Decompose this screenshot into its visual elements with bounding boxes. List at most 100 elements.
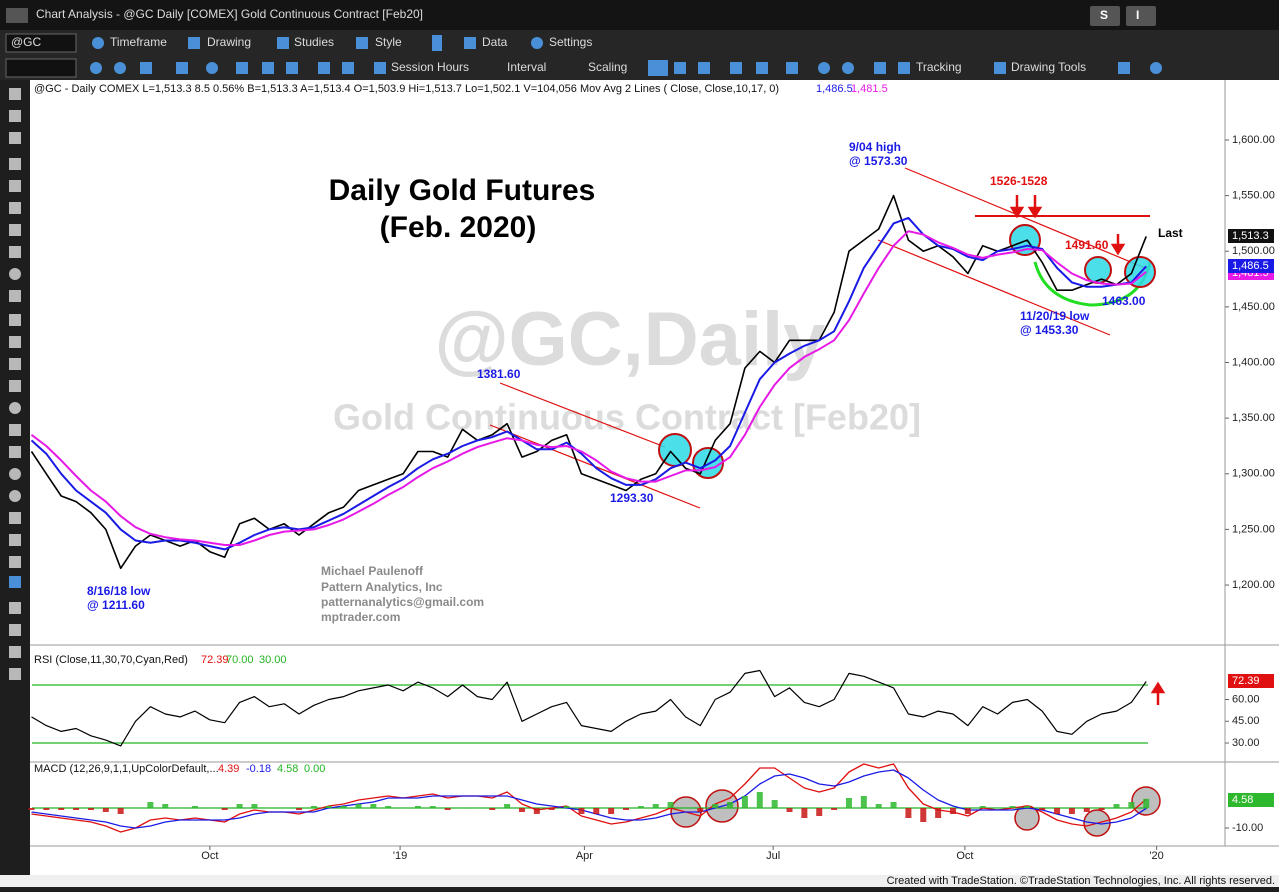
histogram-bar [623,808,630,810]
y-tick-label: 1,300.00 [1232,468,1275,480]
histogram-bar [58,808,65,810]
histogram-bar [73,808,80,810]
histogram-bar [518,808,525,812]
histogram-bar [444,808,451,810]
annotation: Last [1158,226,1183,240]
y-tick-label: 1,250.00 [1232,523,1275,535]
price-tag [1228,229,1274,243]
histogram-bar [816,808,823,816]
histogram-bar [177,808,184,809]
histogram-bar [1143,798,1150,808]
menu-interval[interactable]: Interval [507,60,546,74]
status-ma-slow: 1,481.5 [851,83,888,95]
histogram-bar [340,806,347,808]
y-tick-label: 1,400.00 [1232,356,1275,368]
menu-tracking[interactable]: Tracking [916,60,962,74]
arrows [1009,195,1166,705]
watermark-name: Gold Continuous Contract [Feb20] [333,397,921,438]
menu-studies[interactable]: Studies [294,35,334,49]
histogram-bar [1098,808,1105,810]
rsi-label: RSI (Close,11,30,70,Cyan,Red) [34,654,188,666]
y-tick-label: 45.00 [1232,715,1260,727]
watermark-symbol: @GC,Daily [435,297,826,382]
s-button-label[interactable]: S [1100,8,1108,22]
tool-icons [9,88,21,680]
macd-tag [1228,793,1274,807]
histogram-bar [474,808,481,809]
histogram-bar [459,808,466,809]
y-tick-label: 1,450.00 [1232,301,1275,313]
histogram-bar [905,808,912,818]
y-tick-label: -10.00 [1232,822,1263,834]
rsi-tag-label: 72.39 [1232,675,1260,687]
series-line [31,769,1147,829]
histogram-bar [400,808,407,809]
histogram-bar [979,806,986,808]
zero-label: 0.00 [304,763,325,775]
macd-tag-label: 4.58 [1232,794,1253,806]
i-button[interactable] [1126,6,1156,26]
x-tick-label: '19 [393,850,407,862]
histogram-bar [310,806,317,808]
chart-title: Daily Gold Futures [329,174,596,207]
y-tick-label: 60.00 [1232,693,1260,705]
histogram-bar [712,804,719,808]
hist-last: 4.58 [277,763,298,775]
histogram-bar [414,806,421,808]
y-tick-label: 30.00 [1232,737,1260,749]
y-tick-label: 1,600.00 [1232,134,1275,146]
histogram-bar [370,804,377,808]
interval-box[interactable] [5,58,77,78]
histogram-bar [593,808,600,814]
i-button-label[interactable]: I [1136,8,1139,22]
histogram-bar [296,808,303,810]
price-tag [1228,259,1274,273]
histogram-bar [935,808,942,818]
histogram-bar [489,808,496,810]
annotation: 8/16/18 low [87,584,151,598]
histogram-bar [1068,808,1075,814]
histogram-bar [682,808,689,809]
credit-line: mptrader.com [321,610,400,624]
histogram-bar [385,806,392,808]
menu-scaling[interactable]: Scaling [588,60,627,74]
annotation: 1526-1528 [990,174,1048,188]
app-icon [6,8,28,23]
histogram-bar [147,802,154,808]
histogram-bar [191,806,198,808]
histogram-bar [860,796,867,808]
annotation: 1463.00 [1102,294,1146,308]
window-title: Chart Analysis - @GC Daily [COMEX] Gold … [36,7,423,21]
s-button[interactable] [1090,6,1120,26]
histogram-bar [1083,808,1090,812]
x-tick-label: Jul [766,850,780,862]
credit-line: patternanalytics@gmail.com [321,595,484,609]
menu-style[interactable]: Style [375,35,402,49]
series-line [30,230,1147,546]
histogram-bar [1054,808,1061,814]
histogram-bar [1113,804,1120,808]
histogram-bar [964,808,971,814]
menu-timeframe[interactable]: Timeframe [110,35,167,49]
menu-drawing-tools[interactable]: Drawing Tools [1011,60,1086,74]
histogram-bar [994,808,1001,809]
symbol-box[interactable] [5,33,77,53]
title-bar [0,0,1279,30]
symbol[interactable]: @GC [11,35,42,49]
menu-settings[interactable]: Settings [549,35,592,49]
histogram-bar [266,808,273,809]
histogram-bar [771,800,778,808]
histogram-bar [1009,806,1016,808]
menu-session-hours[interactable]: Session Hours [391,60,469,74]
macd-last: 4.39 [218,763,239,775]
histogram-bar [741,796,748,808]
macd-label: MACD (12,26,9,1,1,UpColorDefault,... [34,763,219,775]
histogram-bar [325,806,332,808]
menu-drawing[interactable]: Drawing [207,35,251,49]
menu-data[interactable]: Data [482,35,508,49]
y-tick-label: 1,550.00 [1232,190,1275,202]
rsi-last: 72.39 [201,654,229,666]
histogram-bar [608,808,615,814]
histogram-bar [429,806,436,808]
histogram-bar [845,798,852,808]
